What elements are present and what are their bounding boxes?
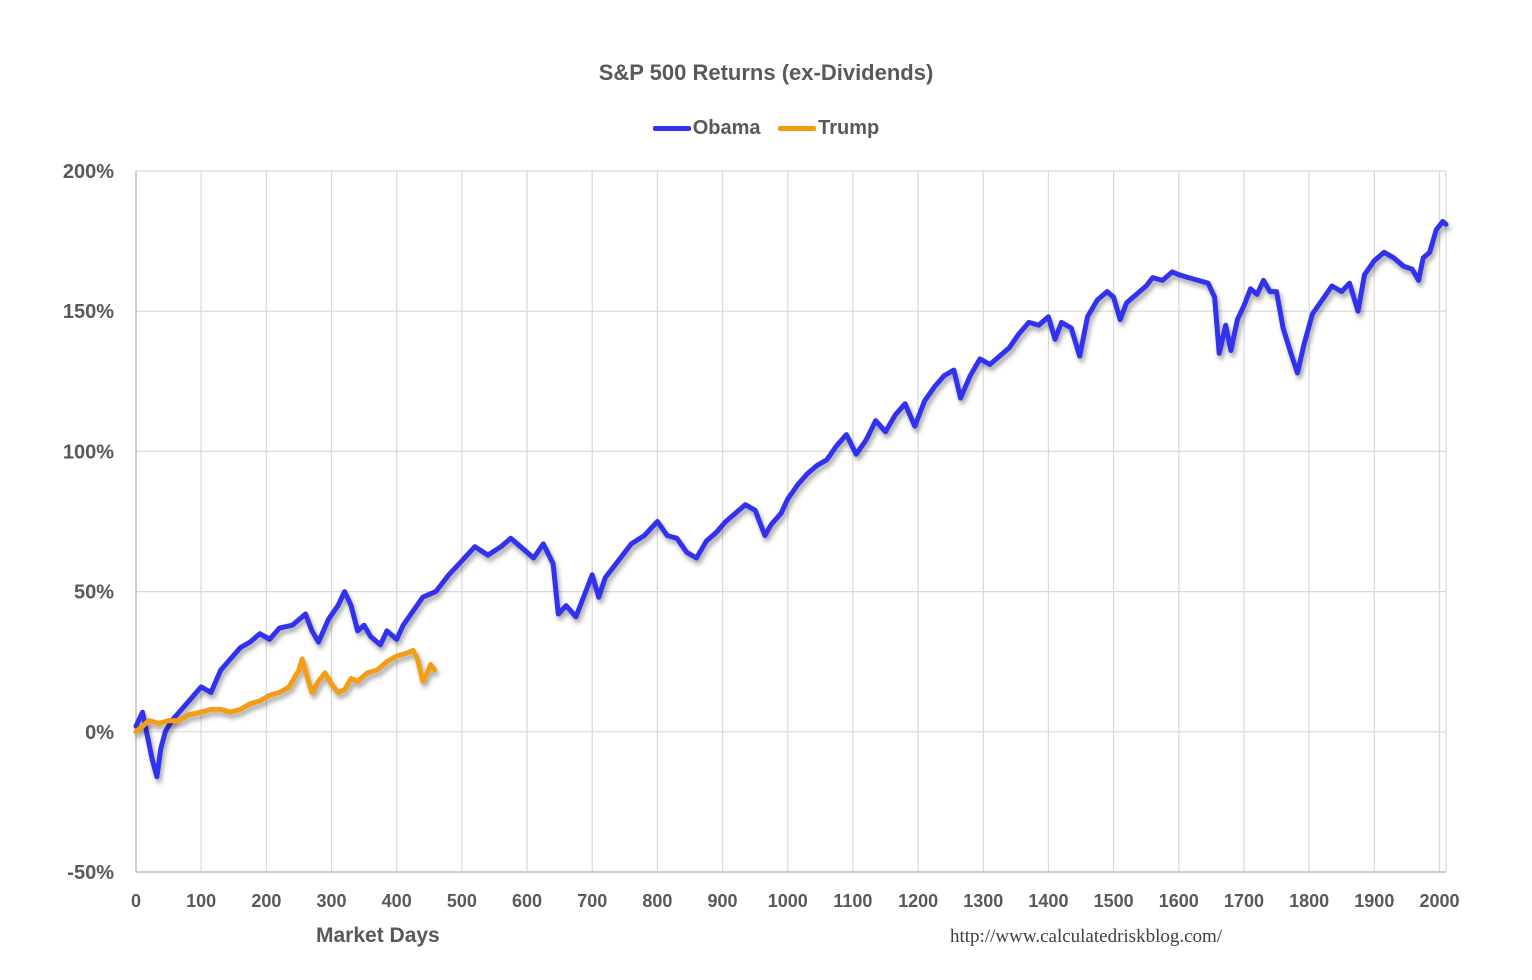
x-tick-label: 400 bbox=[382, 891, 412, 911]
x-tick-label: 1100 bbox=[833, 891, 872, 911]
series-lines bbox=[133, 219, 1449, 780]
x-tick-label: 200 bbox=[251, 891, 281, 911]
axes bbox=[135, 171, 1446, 873]
series-line-trump bbox=[133, 648, 437, 735]
x-tick-label: 500 bbox=[447, 891, 477, 911]
legend-item-obama: Obama bbox=[652, 117, 761, 140]
x-tick-label: 0 bbox=[131, 891, 141, 911]
gridlines bbox=[136, 170, 1447, 873]
x-tick-label: 1200 bbox=[898, 891, 938, 911]
x-tick-label: 1300 bbox=[963, 891, 1003, 911]
x-tick-label: 1400 bbox=[1028, 891, 1068, 911]
tick-labels: -50% 0% 50% 100% 150% 200% 0 100 200 300 400 500 600… bbox=[63, 161, 1460, 911]
y-tick-label: 150% bbox=[63, 301, 114, 323]
y-tick-label: 200% bbox=[63, 161, 114, 183]
x-tick-label: 1000 bbox=[768, 891, 808, 911]
source-url: http://www.calculatedriskblog.com/ bbox=[950, 926, 1223, 947]
y-tick-label: 50% bbox=[74, 582, 114, 604]
x-tick-label: 600 bbox=[512, 891, 542, 911]
x-tick-label: 1800 bbox=[1289, 891, 1329, 911]
x-axis-label: Market Days bbox=[316, 924, 440, 947]
x-tick-label: 1600 bbox=[1159, 891, 1199, 911]
x-tick-label: 2000 bbox=[1419, 891, 1459, 911]
x-tick-label: 100 bbox=[186, 891, 216, 911]
y-tick-label: 100% bbox=[63, 441, 114, 463]
x-tick-label: 1700 bbox=[1224, 891, 1264, 911]
x-tick-label: 900 bbox=[708, 891, 738, 911]
legend-swatch-trump bbox=[778, 126, 817, 131]
legend: Obama Trump bbox=[0, 114, 1532, 140]
legend-swatch-obama bbox=[652, 126, 691, 131]
series-line-obama bbox=[133, 219, 1449, 780]
x-tick-label: 700 bbox=[577, 891, 607, 911]
x-tick-label: 1500 bbox=[1094, 891, 1134, 911]
x-tick-label: 1900 bbox=[1354, 891, 1394, 911]
chart-title: S&P 500 Returns (ex-Dividends) bbox=[598, 60, 934, 85]
x-tick-label: 300 bbox=[316, 891, 346, 911]
x-tick-label: 800 bbox=[642, 891, 672, 911]
legend-label-obama: Obama bbox=[692, 117, 761, 139]
legend-item-trump: Trump bbox=[778, 117, 879, 140]
legend-label-trump: Trump bbox=[818, 117, 880, 139]
y-tick-label: 0% bbox=[85, 722, 114, 744]
y-tick-label: -50% bbox=[67, 862, 114, 884]
